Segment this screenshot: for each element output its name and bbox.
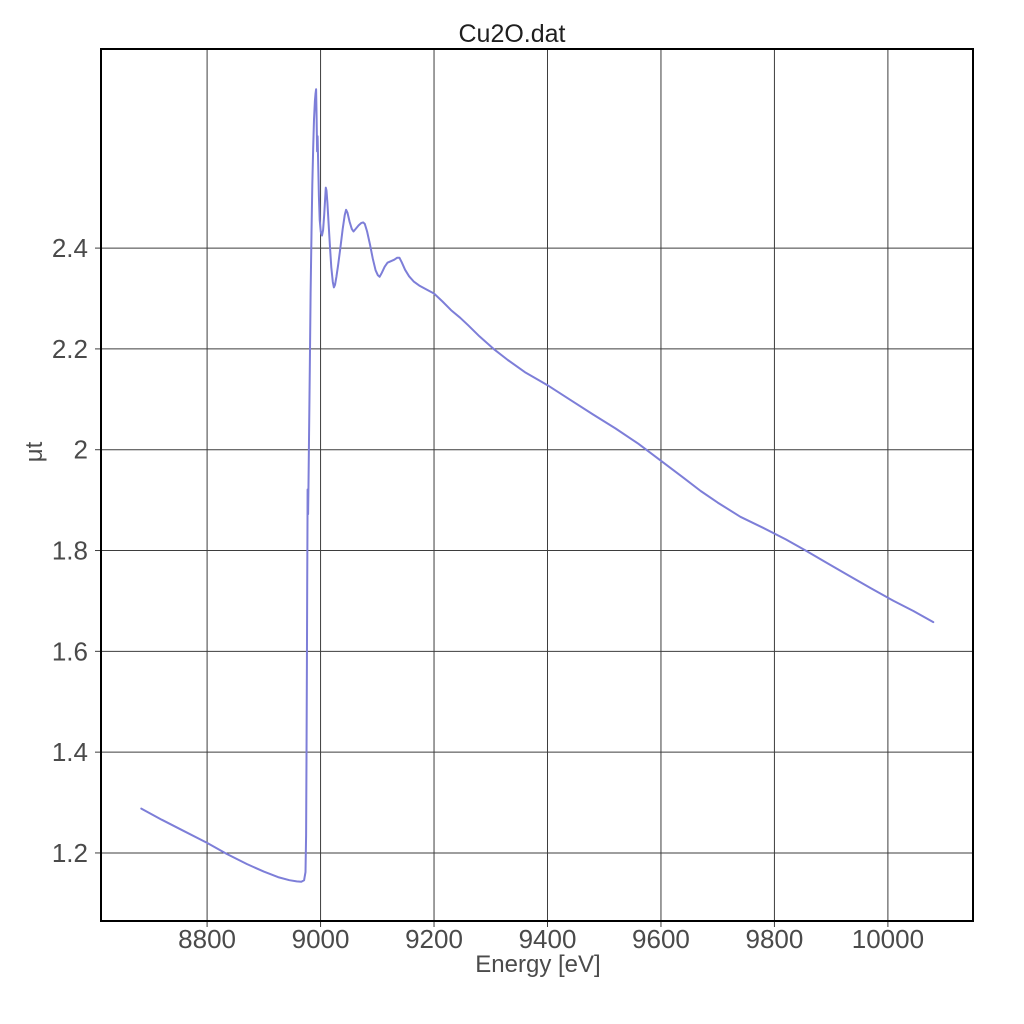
data-curve [140, 88, 935, 883]
x-tick-label: 9200 [405, 924, 463, 954]
y-tick-label: 1.2 [52, 838, 88, 868]
chart-title: Cu2O.dat [458, 20, 565, 48]
x-tick-label: 9400 [519, 924, 577, 954]
x-tick-label: 10000 [852, 924, 924, 954]
tick-labels: 8800 9000 9200 9400 9600 9800 10000 1.2 1.4 1.6 1.… [52, 233, 924, 954]
gridlines [95, 49, 973, 927]
y-tick-label: 2.2 [52, 334, 88, 364]
plot-frame [100, 48, 974, 922]
y-axis-label: μt [21, 441, 48, 462]
x-tick-label: 9000 [292, 924, 350, 954]
x-tick-label: 9600 [632, 924, 690, 954]
y-tick-label: 1.6 [52, 636, 88, 666]
x-tick-label: 9800 [746, 924, 804, 954]
y-tick-label: 2 [74, 435, 88, 465]
x-tick-label: 8800 [178, 924, 236, 954]
x-axis-label: Energy [eV] [475, 951, 600, 978]
y-tick-label: 2.4 [52, 233, 88, 263]
y-tick-label: 1.8 [52, 536, 88, 566]
y-tick-label: 1.4 [52, 737, 88, 767]
